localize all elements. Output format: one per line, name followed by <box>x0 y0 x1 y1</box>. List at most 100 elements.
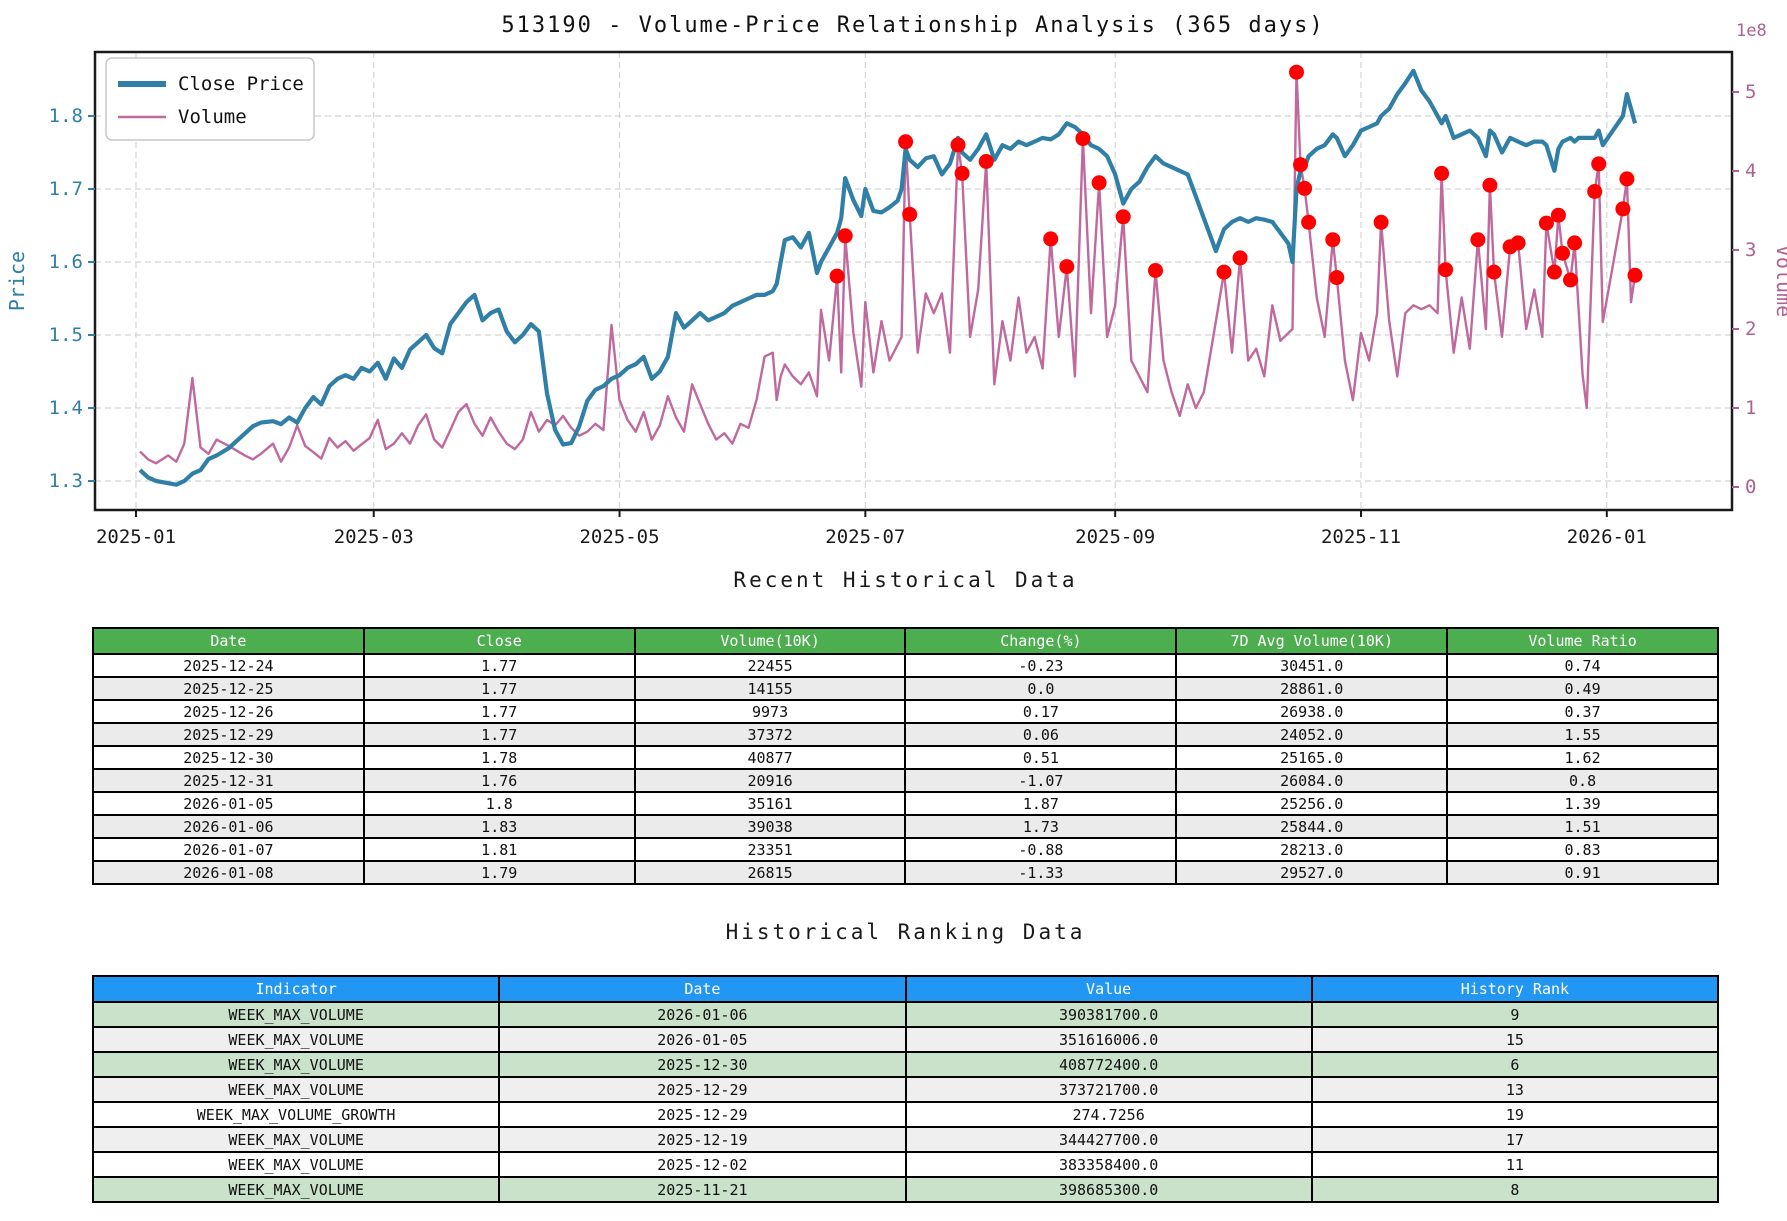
volume-spike-dot <box>898 134 914 150</box>
right-tick-label: 1 <box>1745 397 1756 419</box>
column-header: Volume Ratio <box>1446 627 1719 655</box>
right-tick-label: 3 <box>1745 239 1756 261</box>
volume-spike-dot <box>1043 231 1059 247</box>
plot-frame <box>93 50 1734 512</box>
x-tick-label: 2025-05 <box>579 526 659 548</box>
close-price-line <box>138 68 1638 487</box>
table-cell: 1.76 <box>362 768 636 793</box>
volume-spike-dot <box>1627 267 1643 283</box>
column-header: Date <box>92 627 365 655</box>
volume-spike-dot <box>902 206 918 222</box>
table-cell: 1.79 <box>362 860 636 885</box>
table-cell: 26084.0 <box>1175 768 1449 793</box>
table-cell: 2025-12-30 <box>498 1051 907 1078</box>
table-cell: -1.33 <box>904 860 1178 885</box>
table-cell: 0.37 <box>1446 699 1719 724</box>
volume-spike-dot <box>1567 235 1583 251</box>
table-cell: 1.8 <box>362 791 636 816</box>
table-cell: 14155 <box>633 676 907 701</box>
table-cell: 0.51 <box>904 745 1178 770</box>
recent-historical-table: Date Close Volume(10K) Change(%) 7D Avg Volu… <box>92 627 1719 885</box>
volume-spike-dots <box>829 64 1643 288</box>
table-cell: 22455 <box>633 653 907 678</box>
column-header: Date <box>498 975 907 1003</box>
table-cell: WEEK_MAX_VOLUME_GROWTH <box>91 1101 501 1128</box>
table-cell: 2025-12-02 <box>498 1151 907 1178</box>
volume-spike-dot <box>1059 259 1075 275</box>
table-cell: 0.83 <box>1446 837 1719 862</box>
column-header: 7D Avg Volume(10K) <box>1175 627 1449 655</box>
table-cell: 35161 <box>633 791 907 816</box>
table-cell: 29527.0 <box>1175 860 1449 885</box>
table-cell: 2025-12-24 <box>92 653 365 678</box>
legend-close-label: Close Price <box>178 73 304 95</box>
ranking-table-title: Historical Ranking Data <box>725 920 1086 944</box>
table-cell: 24052.0 <box>1175 722 1449 747</box>
table-cell: 2025-11-21 <box>498 1176 907 1203</box>
table-row: WEEK_MAX_VOLUME 2025-11-21 398685300.0 8 <box>91 1176 1720 1203</box>
table-row: 2025-12-24 1.77 22455 -0.23 30451.0 0.74 <box>92 653 1719 678</box>
right-axis-label: Volume <box>1772 245 1787 317</box>
table-cell: 2025-12-30 <box>92 745 365 770</box>
table-cell: 17 <box>1310 1126 1720 1153</box>
grid <box>95 52 1732 510</box>
table-cell: 0.8 <box>1446 768 1719 793</box>
table-cell: 2025-12-29 <box>498 1076 907 1103</box>
volume-spike-dot <box>1538 215 1554 231</box>
table-cell: 2026-01-05 <box>498 1026 907 1053</box>
table-row: WEEK_MAX_VOLUME 2025-12-29 373721700.0 13 <box>91 1076 1720 1103</box>
ranking-table-body: WEEK_MAX_VOLUME 2026-01-06 390381700.0 9 WEE… <box>91 1001 1720 1203</box>
table-cell: 11 <box>1310 1151 1720 1178</box>
x-tick-label: 2025-07 <box>825 526 905 548</box>
table-cell: 373721700.0 <box>904 1076 1313 1103</box>
volume-spike-dot <box>978 154 994 169</box>
table-cell: 1.81 <box>362 837 636 862</box>
table-cell: 0.0 <box>904 676 1178 701</box>
x-tick-label: 2025-03 <box>334 526 414 548</box>
table-cell: 25844.0 <box>1175 814 1449 839</box>
left-axis-label: Price <box>5 251 29 311</box>
table-cell: 23351 <box>633 837 907 862</box>
volume-spike-dot <box>1591 156 1607 172</box>
table-cell: 1.73 <box>904 814 1178 839</box>
table-row: 2025-12-26 1.77 9973 0.17 26938.0 0.37 <box>92 699 1719 724</box>
left-tick-label: 1.8 <box>49 105 83 127</box>
left-tick-label: 1.3 <box>49 470 83 492</box>
volume-spike-dot <box>829 268 845 284</box>
table-cell: 2026-01-06 <box>498 1001 907 1028</box>
table-cell: 28213.0 <box>1175 837 1449 862</box>
volume-spike-dot <box>1546 264 1562 280</box>
table-row: 2025-12-29 1.77 37372 0.06 24052.0 1.55 <box>92 722 1719 747</box>
table-cell: 28861.0 <box>1175 676 1449 701</box>
x-axis: 2025-01 2025-03 2025-05 2025-07 2025-09 2025-… <box>96 510 1647 548</box>
table-cell: 408772400.0 <box>904 1051 1313 1078</box>
table-row: 2026-01-06 1.83 39038 1.73 25844.0 1.51 <box>92 814 1719 839</box>
table-cell: 1.87 <box>904 791 1178 816</box>
ranking-table-header: Indicator Date Value History Rank <box>91 975 1720 1003</box>
left-tick-label: 1.7 <box>49 178 83 200</box>
table-cell: 20916 <box>633 768 907 793</box>
volume-spike-dot <box>1115 209 1131 225</box>
right-tick-label: 2 <box>1745 318 1756 340</box>
table-row: 2026-01-05 1.8 35161 1.87 25256.0 1.39 <box>92 791 1719 816</box>
table-cell: 1.55 <box>1446 722 1719 747</box>
table-cell: 1.62 <box>1446 745 1719 770</box>
column-header: Close <box>362 627 636 655</box>
table-cell: 8 <box>1310 1176 1720 1203</box>
recent-table-title: Recent Historical Data <box>733 568 1078 592</box>
table-cell: 2025-12-29 <box>92 722 365 747</box>
volume-spike-dot <box>1293 157 1308 173</box>
volume-spike-dot <box>1438 262 1454 278</box>
table-row: WEEK_MAX_VOLUME 2026-01-05 351616006.0 15 <box>91 1026 1720 1053</box>
volume-spike-dot <box>954 165 970 181</box>
x-tick-label: 2025-11 <box>1321 526 1401 548</box>
volume-spike-dot <box>1216 264 1232 280</box>
table-cell: 2026-01-07 <box>92 837 365 862</box>
table-cell: 351616006.0 <box>904 1026 1313 1053</box>
column-header: Value <box>904 975 1313 1003</box>
table-row: WEEK_MAX_VOLUME_GROWTH 2025-12-29 274.7256… <box>91 1101 1720 1128</box>
volume-spike-dot <box>1075 131 1091 147</box>
volume-spike-dot <box>1587 184 1603 199</box>
table-cell: 13 <box>1310 1076 1720 1103</box>
table-row: WEEK_MAX_VOLUME 2025-12-30 408772400.0 6 <box>91 1051 1720 1078</box>
